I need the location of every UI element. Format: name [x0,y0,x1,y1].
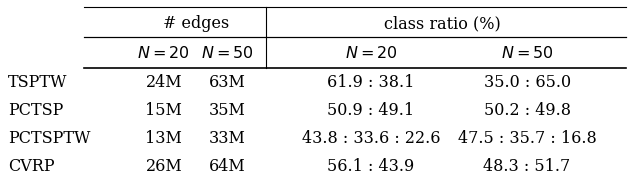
Text: 47.5 : 35.7 : 16.8: 47.5 : 35.7 : 16.8 [458,130,596,147]
Text: $N=50$: $N=50$ [201,45,254,62]
Text: 48.3 : 51.7: 48.3 : 51.7 [483,158,571,175]
Text: 15M: 15M [145,102,182,119]
Text: 24M: 24M [145,74,182,91]
Text: 13M: 13M [145,130,182,147]
Text: CVRP: CVRP [8,158,54,175]
Text: 64M: 64M [209,158,246,175]
Text: PCTSP: PCTSP [8,102,63,119]
Text: # edges: # edges [163,15,229,32]
Text: 26M: 26M [145,158,182,175]
Text: 50.2 : 49.8: 50.2 : 49.8 [484,102,571,119]
Text: 43.8 : 33.6 : 22.6: 43.8 : 33.6 : 22.6 [301,130,440,147]
Text: 35M: 35M [209,102,246,119]
Text: $N=20$: $N=20$ [138,45,190,62]
Text: 61.9 : 38.1: 61.9 : 38.1 [327,74,415,91]
Text: 50.9 : 49.1: 50.9 : 49.1 [328,102,415,119]
Text: 35.0 : 65.0: 35.0 : 65.0 [484,74,571,91]
Text: $N=50$: $N=50$ [500,45,554,62]
Text: 63M: 63M [209,74,246,91]
Text: 33M: 33M [209,130,246,147]
Text: TSPTW: TSPTW [8,74,67,91]
Text: class ratio (%): class ratio (%) [384,15,501,32]
Text: $N=20$: $N=20$ [344,45,397,62]
Text: PCTSPTW: PCTSPTW [8,130,90,147]
Text: 56.1 : 43.9: 56.1 : 43.9 [327,158,415,175]
